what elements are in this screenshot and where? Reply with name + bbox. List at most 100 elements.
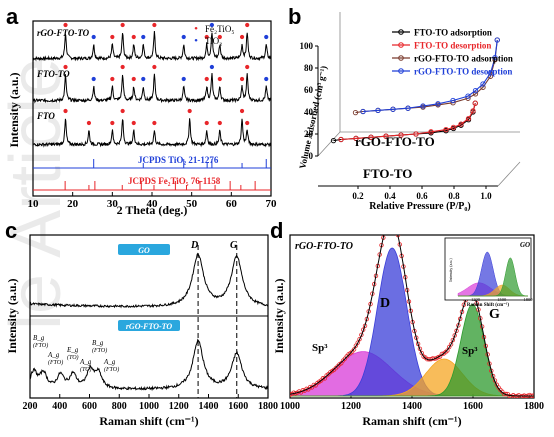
xrd-peak-marker [91,34,96,40]
d-component-label: Sp³ [312,342,328,354]
panel-d-xticks: 1000 1200 1400 1600 1800 [280,394,544,412]
xrd-peak-marker [152,64,157,70]
d-data-point [419,350,424,356]
d-component-label: G [489,307,500,322]
bet-isotherm-point [480,81,486,87]
panel-b-bet: b 0 20 40 60 80 100 0.2 0.4 0.6 0.8 1.0 FTO-TO ads… [288,4,521,212]
panel-letter-a: a [6,4,19,29]
inset-xtick-label: 1200 [471,297,481,302]
xrd-peak-marker [63,108,68,114]
panel-a-plot [33,22,271,191]
inset-xlabel: Raman Shift (cm⁻¹) [467,302,510,308]
bet-isotherm-point [458,121,464,127]
legend-fe2tio5-label: Fe₂TiO₅ [205,24,234,34]
bet-isotherm-point [383,133,389,139]
c-xtick-label: 1000 [139,401,159,412]
bet-isotherm-line [362,39,498,113]
c-annotation-phase: (TO) [67,354,79,361]
c-xtick-label: 400 [52,401,67,412]
c-xtick-label: 600 [82,401,97,412]
panel-c-raman: c 200 400 600 800 1000 1200 1400 1600 1800 Raman… [5,218,278,428]
xrd-peak-marker [209,64,214,70]
xrd-peak-marker [264,76,269,82]
xrd-peak-marker [120,22,125,28]
d-data-point [385,222,389,226]
xrd-peak-marker [204,120,209,126]
c-annotation-phase: (TO) [80,366,92,373]
xrd-peak-marker [131,76,136,82]
b-xtick-label: 0.4 [384,191,396,201]
bet-isotherm-point [390,106,396,112]
c-annotation-mode: E_g [66,346,79,354]
b-legend-label: rGO-FTO-TO adsorption [414,54,513,64]
bet-isotherm-point [465,115,472,122]
a-xtick-label: 50 [186,198,198,210]
panel-c-annotations: B_g(FTO)A_g(FTO)E_g(TO) A_g(TO)B_g(FTO)A_… [33,334,119,373]
bet-isotherm-point [420,103,426,109]
d-data-point [432,356,437,361]
bet-isotherm-point [368,134,374,140]
xrd-peak-marker [110,120,115,126]
xrd-peak-marker [245,22,250,28]
bet-isotherm-point [472,91,479,97]
b-legend-marker [398,29,404,35]
c-annotation-phase: (FTO) [92,347,107,354]
xrd-peak-marker [152,120,157,126]
bet-isotherm-point [375,107,381,114]
bet-isotherm-point [398,132,404,138]
series-label-fto-to: FTO-TO [36,69,70,79]
panel-letter-b: b [288,4,301,29]
bet-isotherm-line [340,103,476,141]
bet-isotherm-point [338,136,344,143]
band-label-g: G [230,240,238,251]
d-xtick-label: 1600 [463,401,483,412]
panel-a-xticks: 10 20 30 40 50 60 70 [28,192,277,210]
b-xtick-label: 0.6 [416,191,428,201]
xrd-peak-marker [141,76,146,82]
panel-d-ylabel: Intensity (a.u.) [272,278,286,353]
panel-b-ylabel: Volume Adsorbed (cm³ g⁻¹) [297,65,329,170]
xrd-peak-marker [110,76,115,82]
ref-label-fe2tio5: JCPDS Fe₂TiO₅ 76-1158 [128,176,221,186]
xrd-peak-marker [91,76,96,82]
xrd-peak-marker [110,34,115,40]
d-data-point [383,228,387,232]
raman-go-line [30,252,268,309]
xrd-peak-marker [209,22,214,28]
c-xtick-label: 1600 [228,401,248,412]
c-xtick-label: 1800 [258,401,278,412]
xrd-peak-marker [217,34,222,40]
inset-xticks: 1200 1500 1800 [471,297,533,302]
bet-isotherm-point [492,54,498,61]
bet-isotherm-point [450,97,456,104]
b-legend-label: rGO-FTO-TO desorption [414,67,512,77]
xrd-peak-marker [217,76,222,82]
d-data-point [448,342,454,347]
b-legend-marker [398,55,404,61]
c-annotation-phase: (FTO) [33,342,48,349]
xrd-peak-marker [187,108,192,114]
xrd-peak-marker [245,64,250,70]
panel-c-xlabel: Raman shift (cm⁻¹) [99,414,198,428]
c-xtick-label: 1200 [169,401,189,412]
inset-xtick-label: 1500 [497,297,507,302]
b-legend-marker [398,42,404,48]
xrd-peak-marker [63,22,68,28]
bet-isotherm-point [472,87,479,94]
b-legend-marker [398,68,404,74]
panel-b-xlabel: Relative Pressure (P/P₀) [369,201,470,212]
bet-isotherm-point [360,108,366,115]
xrd-peak-marker [63,64,68,70]
d-data-point [445,348,450,353]
panel-c-plot [30,245,268,398]
a-xtick-label: 60 [226,198,238,210]
xrd-peak-marker [181,34,186,40]
d-fit-line [290,235,534,397]
b-ytick-label: 0 [309,151,314,161]
panel-a-xlabel: 2 Theta (deg.) [117,203,188,217]
bet-isotherm-point [470,108,476,114]
panel-a-ylabel: Intensity (a.u.) [7,72,21,147]
c-annotation-phase: (FTO) [104,366,119,373]
b-ytick-label: 100 [300,41,314,51]
